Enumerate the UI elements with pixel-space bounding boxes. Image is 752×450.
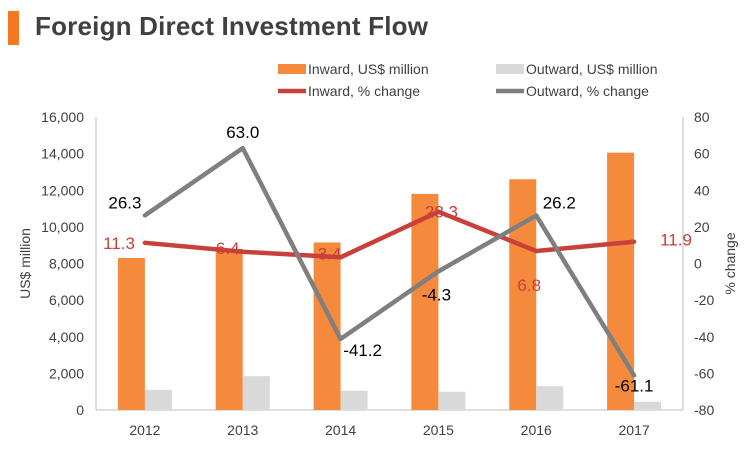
outward-bar [144, 389, 172, 410]
y2-tick-label: 60 [694, 146, 710, 162]
y2-axis-label: % change [722, 232, 738, 294]
outward-bar [438, 391, 466, 410]
y-tick-label: 14,000 [41, 146, 84, 162]
x-tick-label: 2012 [129, 422, 160, 438]
legend-label-outward-bar: Outward, US$ million [526, 61, 658, 77]
y-tick-label: 8,000 [49, 256, 84, 272]
x-tick-label: 2014 [325, 422, 356, 438]
inward-change-label: 28.3 [425, 203, 458, 222]
inward-change-label: 11.3 [103, 234, 135, 253]
y2-tick-label: -40 [694, 329, 714, 345]
inward-change-label: 6.4 [216, 239, 240, 258]
title-accent-bar [8, 11, 19, 45]
x-tick-label: 2016 [521, 422, 552, 438]
y-tick-label: 2,000 [49, 365, 84, 381]
inward-change-line [142, 209, 637, 260]
outward-change-label: -41.2 [343, 341, 382, 360]
y2-tick-label: 80 [694, 109, 710, 125]
outward-change-label: -4.3 [422, 285, 451, 304]
x-tick-label: 2017 [619, 422, 650, 438]
y-axis-label: US$ million [17, 228, 33, 299]
y-tick-label: 12,000 [41, 182, 84, 198]
outward-change-label: 26.3 [108, 193, 141, 212]
y2-tick-label: 20 [694, 219, 710, 235]
y2-tick-label: -20 [694, 292, 714, 308]
inward-bar [215, 248, 243, 410]
outward-change-label: 26.2 [543, 194, 576, 213]
legend-label-inward-bar: Inward, US$ million [308, 61, 429, 77]
legend-swatch-inward-bar [278, 64, 306, 74]
legend-label-outward-line: Outward, % change [526, 83, 649, 99]
y-tick-label: 10,000 [41, 219, 84, 235]
inward-change-label: 6.8 [517, 276, 541, 295]
inward-change-label: 3.4 [318, 244, 342, 263]
outward-change-line [142, 145, 637, 378]
inward-bar [117, 258, 145, 410]
y-tick-label: 16,000 [41, 109, 84, 125]
bars [117, 152, 662, 410]
y-tick-label: 0 [76, 402, 84, 418]
y-tick-label: 6,000 [49, 292, 84, 308]
outward-change-label: -61.1 [615, 376, 654, 395]
legend: Inward, US$ million Outward, US$ million I… [278, 61, 658, 99]
outward-change-label: 63.0 [226, 123, 259, 142]
outward-bar [242, 376, 270, 410]
outward-bar [536, 386, 564, 410]
legend-swatch-outward-bar [496, 64, 524, 74]
y-tick-label: 4,000 [49, 329, 84, 345]
x-tick-label: 2013 [227, 422, 258, 438]
axes: 0 2,000 4,000 6,000 8,000 10,000 12,000 14,000 1… [17, 109, 738, 438]
x-tick-label: 2015 [423, 422, 454, 438]
legend-label-inward-line: Inward, % change [308, 83, 420, 99]
outward-bar [340, 390, 368, 410]
y2-tick-label: 40 [694, 182, 710, 198]
outward-bar [634, 401, 662, 410]
inward-change-label: 11.9 [660, 231, 692, 250]
y2-tick-label: -60 [694, 365, 714, 381]
inward-bar [411, 193, 439, 410]
chart-title: Foreign Direct Investment Flow [35, 11, 429, 41]
data-labels: 11.3 6.4 3.4 28.3 6.8 11.9 26.3 63.0 -41.2 -4.3 26… [103, 123, 692, 395]
y2-tick-label: -80 [694, 402, 714, 418]
y2-tick-label: 0 [694, 256, 702, 272]
lines [142, 145, 637, 378]
